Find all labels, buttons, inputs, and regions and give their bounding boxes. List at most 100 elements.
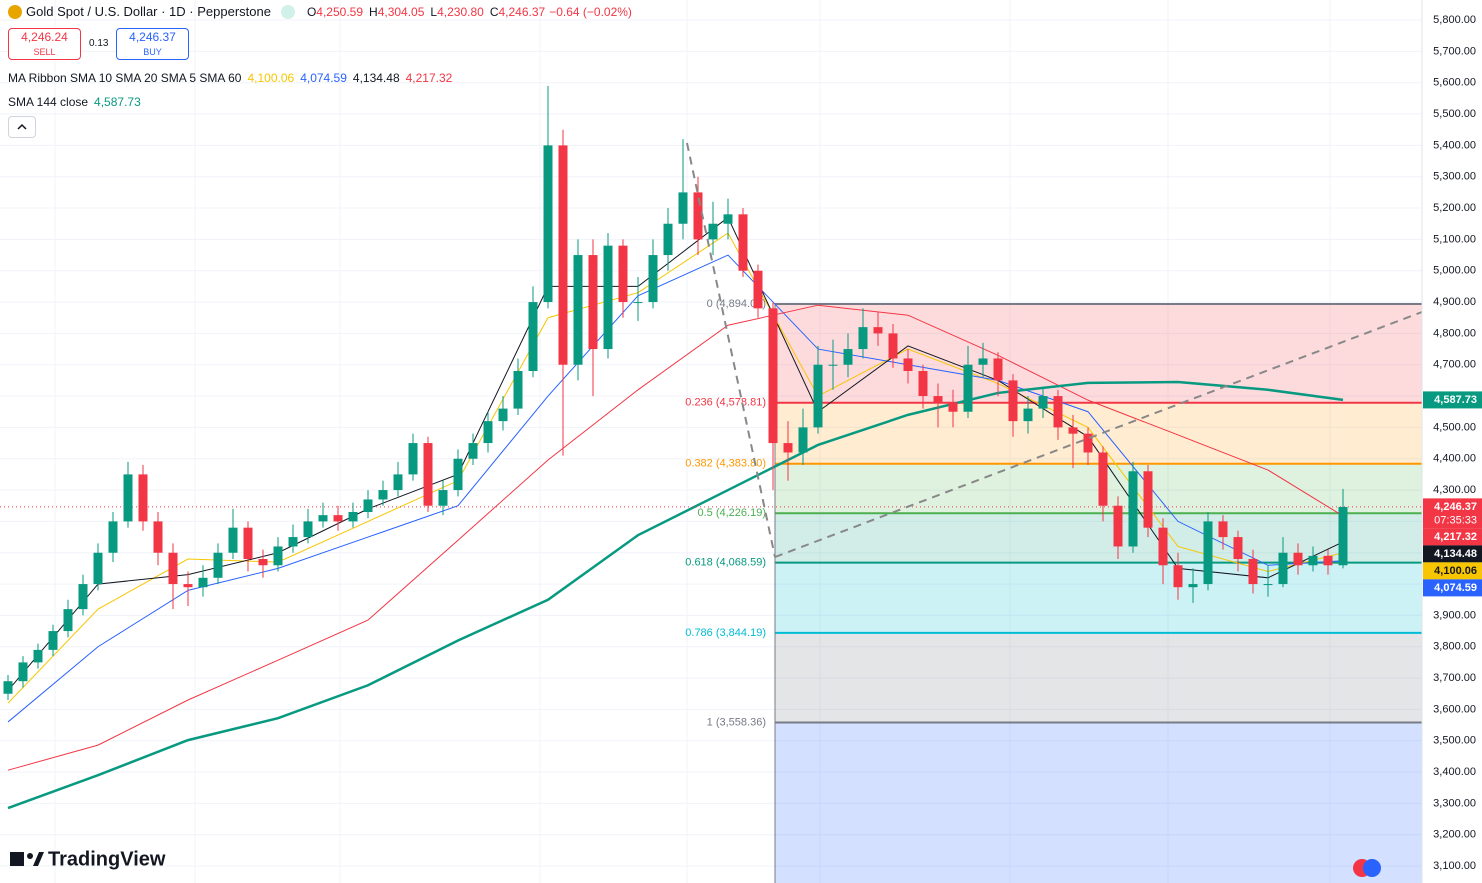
- fib-label: 0.618 (4,068.59): [685, 556, 766, 568]
- chevron-path: [17, 123, 27, 130]
- legend-value: 4,587.73: [94, 95, 141, 109]
- candle-body: [288, 537, 298, 547]
- candle-body: [963, 364, 973, 412]
- symbol-title[interactable]: Gold Spot / U.S. Dollar · 1D · Peppersto…: [26, 4, 271, 19]
- candle-body: [213, 552, 223, 578]
- y-tick-label: 5,400.00: [1433, 139, 1476, 151]
- status-icon[interactable]: [280, 4, 295, 19]
- candle-body: [378, 490, 388, 500]
- logo: TradingView: [10, 848, 166, 870]
- price-tag-label: 4,074.59: [1434, 582, 1477, 594]
- y-tick-label: 5,600.00: [1433, 77, 1476, 89]
- trend-line[interactable]: [686, 142, 776, 558]
- candles: [3, 85, 1348, 701]
- candle-body: [798, 427, 808, 453]
- change: −0.64 (−0.02%): [549, 4, 632, 19]
- ohlc-item: C4,246.37: [490, 5, 545, 19]
- candle-body: [603, 245, 613, 350]
- y-tick-label: 3,100.00: [1433, 860, 1476, 872]
- buy-button[interactable]: 4,246.37 BUY: [116, 28, 189, 60]
- y-tick-label: 5,200.00: [1433, 202, 1476, 214]
- sell-button[interactable]: 4,246.24 SELL: [8, 28, 81, 60]
- y-tick-label: 5,500.00: [1433, 108, 1476, 120]
- candle-body: [1233, 537, 1243, 560]
- candle-body: [1173, 565, 1183, 588]
- candle-body: [273, 546, 283, 566]
- symbol-icon: [8, 4, 22, 19]
- logo-mark: [33, 852, 44, 866]
- collapse-button[interactable]: [8, 116, 36, 138]
- candle-body: [1263, 584, 1273, 586]
- fib-zone: [775, 513, 1422, 563]
- symbol-header: Gold Spot / U.S. Dollar · 1D · Peppersto…: [8, 4, 632, 19]
- brand: TradingView: [48, 848, 166, 870]
- ohlc-key: H: [369, 4, 378, 19]
- candle-body: [78, 584, 88, 610]
- candle-body: [228, 527, 238, 553]
- candle-body: [408, 443, 418, 475]
- candle-body: [1338, 506, 1348, 566]
- candle-body: [693, 192, 703, 240]
- candle-body: [828, 364, 838, 366]
- candle-body: [1203, 521, 1213, 585]
- fib-label: 1 (3,558.36): [707, 716, 766, 728]
- ohlc-value: 4,304.05: [377, 4, 425, 19]
- candle-body: [948, 402, 958, 412]
- candle-body: [1023, 408, 1033, 422]
- candle-body: [723, 214, 733, 224]
- candle-body: [1008, 380, 1018, 422]
- ma-line: [7, 380, 1344, 810]
- y-tick-label: 5,000.00: [1433, 265, 1476, 277]
- price-tag: [1423, 528, 1482, 546]
- candle-body: [63, 609, 73, 632]
- fib-zone: [775, 303, 1422, 403]
- candle-body: [303, 521, 313, 538]
- buy-label: BUY: [143, 47, 162, 57]
- ohlc-value: 4,230.80: [437, 4, 484, 19]
- price-axis: [1422, 0, 1482, 883]
- ohlc-value: 4,246.37: [498, 4, 546, 19]
- sma144-legend[interactable]: SMA 144 close 4,587.73: [8, 95, 141, 109]
- candle-body: [573, 255, 583, 365]
- candle-body: [738, 214, 748, 271]
- candle-body: [513, 370, 523, 409]
- candle-body: [918, 370, 928, 397]
- candle-body: [18, 662, 28, 682]
- y-tick-label: 3,800.00: [1433, 641, 1476, 653]
- y-tick-label: 3,400.00: [1433, 766, 1476, 778]
- candle-body: [768, 308, 778, 444]
- chevron: [17, 123, 27, 130]
- trend-line[interactable]: [774, 311, 1423, 558]
- candle-body: [138, 474, 148, 522]
- legend-value: 4,074.59: [300, 71, 347, 85]
- candle-body: [3, 681, 13, 694]
- candle-body: [318, 515, 328, 522]
- candle-body: [483, 421, 493, 444]
- y-tick-label: 3,200.00: [1433, 829, 1476, 841]
- price-axis-labels: 5,800.00 5,700.00 5,600.00 5,500.00 5,400.00…: [1433, 14, 1476, 872]
- fib-label: 0.786 (3,844.19): [685, 627, 766, 639]
- candle-body: [438, 490, 448, 506]
- candle-body: [1278, 552, 1288, 585]
- flag-icon[interactable]: [1353, 859, 1381, 877]
- price-tag: [1423, 562, 1482, 580]
- ohlc-key: O: [306, 4, 317, 19]
- candle-body: [1158, 527, 1168, 566]
- legend-label: MA Ribbon SMA 10 SMA 20 SMA 5 SMA 60: [8, 71, 242, 85]
- candle-body: [1188, 584, 1198, 588]
- legend-value: 4,217.32: [405, 71, 453, 85]
- ohlc-value: 4,250.59: [316, 4, 364, 19]
- candle-body: [198, 577, 208, 588]
- candle-body: [1128, 471, 1138, 547]
- fib-label: 0.5 (4,226.19): [698, 507, 767, 519]
- candle-body: [1248, 559, 1258, 585]
- candle-body: [498, 408, 508, 422]
- candle-body: [543, 145, 553, 303]
- candle-body: [333, 515, 343, 522]
- candle-body: [708, 223, 718, 240]
- candle-body: [243, 527, 253, 560]
- ribbon-legend[interactable]: MA Ribbon SMA 10 SMA 20 SMA 5 SMA 60 4,1…: [8, 71, 452, 85]
- y-tick-label: 4,500.00: [1433, 421, 1476, 433]
